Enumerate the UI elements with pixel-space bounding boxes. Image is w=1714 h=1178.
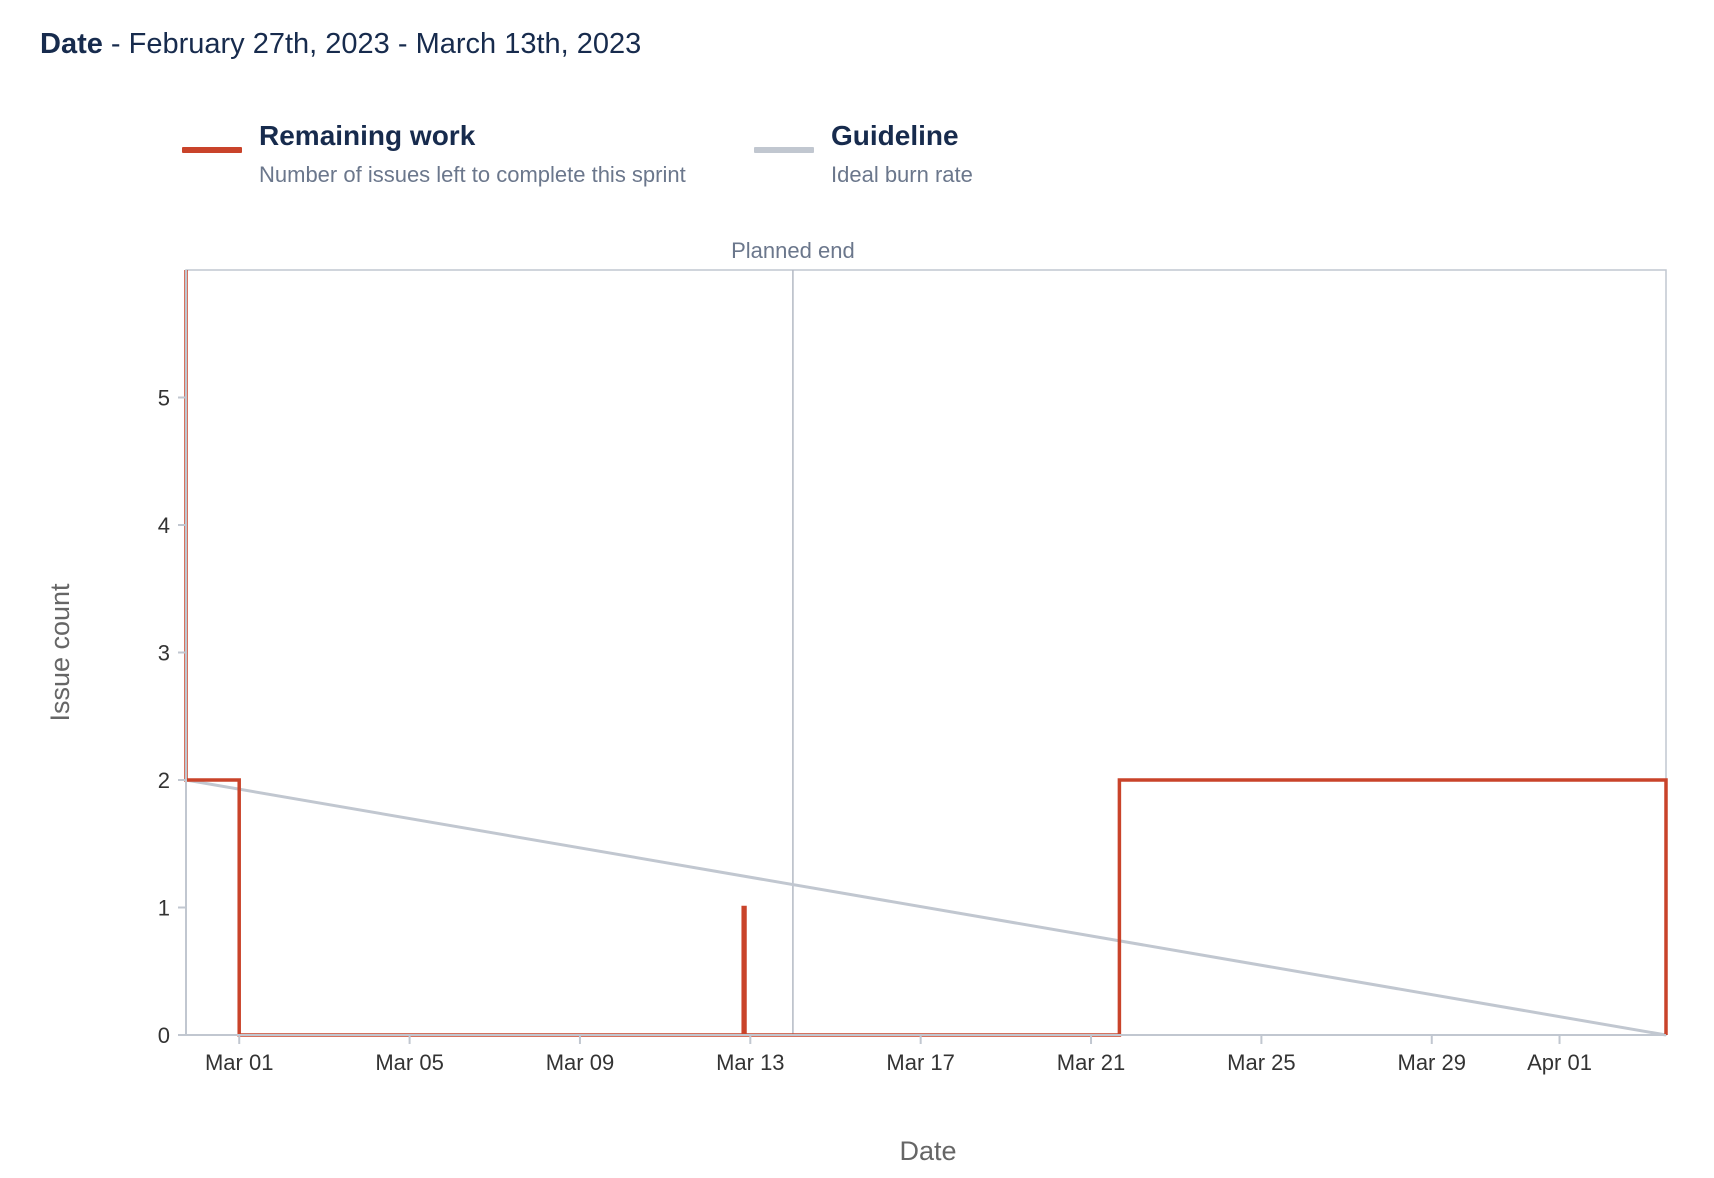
y-tick-label: 3 xyxy=(158,641,170,666)
x-tick-label: Mar 09 xyxy=(546,1050,614,1075)
x-tick-label: Mar 05 xyxy=(375,1050,443,1075)
x-tick-label: Apr 01 xyxy=(1527,1050,1592,1075)
guideline-swatch xyxy=(754,147,814,153)
y-axis-title: Issue count xyxy=(45,583,75,722)
remaining-work-swatch xyxy=(182,147,242,153)
remaining-work-line xyxy=(184,270,1668,1037)
x-tick-label: Mar 25 xyxy=(1227,1050,1295,1075)
y-tick-label: 1 xyxy=(158,896,170,921)
plot-frame xyxy=(185,269,1667,1036)
guideline-line xyxy=(185,778,1667,1037)
chart-header: Date - February 27th, 2023 - March 13th,… xyxy=(40,28,641,61)
y-tick-label: 0 xyxy=(158,1023,170,1048)
legend-description: Ideal burn rate xyxy=(831,162,973,187)
x-tick-label: Mar 17 xyxy=(886,1050,954,1075)
x-tick-label: Mar 01 xyxy=(205,1050,273,1075)
legend-name: Guideline xyxy=(831,120,959,151)
legend-item-remaining-work[interactable]: Remaining work Number of issues left to … xyxy=(182,120,742,200)
x-tick-label: Mar 13 xyxy=(716,1050,784,1075)
x-tick-label: Mar 29 xyxy=(1398,1050,1466,1075)
x-tick-label: Mar 21 xyxy=(1057,1050,1125,1075)
y-tick-label: 4 xyxy=(158,513,170,538)
x-axis-title: Date xyxy=(899,1136,956,1166)
y-tick-label: 5 xyxy=(158,386,170,411)
legend-name: Remaining work xyxy=(259,120,476,151)
legend-item-guideline[interactable]: Guideline Ideal burn rate xyxy=(754,120,1054,200)
y-tick-label: 2 xyxy=(158,768,170,793)
header-date-range: - February 27th, 2023 - March 13th, 2023 xyxy=(102,28,642,60)
header-label: Date xyxy=(40,28,103,60)
legend-description: Number of issues left to complete this s… xyxy=(259,162,686,187)
planned-end-label: Planned end xyxy=(731,238,855,263)
